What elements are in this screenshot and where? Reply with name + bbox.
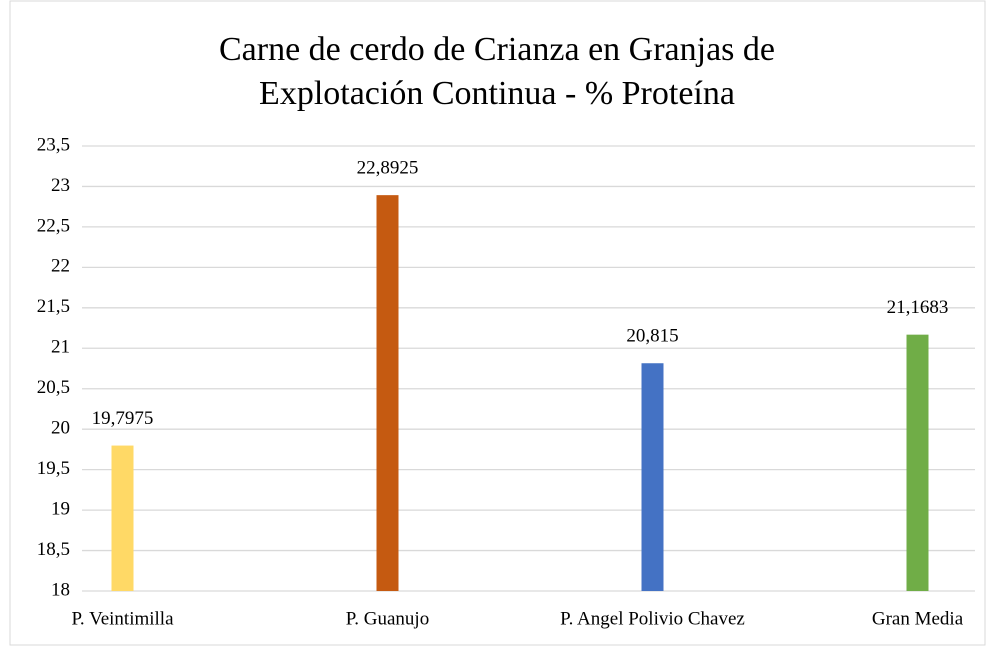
x-tick-label: Gran Media [872,608,964,629]
y-tick-label: 22 [51,256,70,277]
y-tick-label: 20,5 [37,377,70,398]
x-tick-label: P. Angel Polivio Chavez [560,608,745,629]
y-tick-label: 18,5 [37,539,70,560]
data-label: 19,7975 [92,408,154,429]
y-tick-label: 23,5 [37,134,70,155]
data-label: 22,8925 [357,158,419,179]
bar [376,195,399,591]
y-tick-label: 23 [51,175,70,196]
y-tick-label: 21,5 [37,296,70,317]
bar [641,363,664,591]
y-tick-label: 22,5 [37,215,70,236]
data-label: 21,1683 [887,297,949,318]
chart-border [9,0,986,646]
y-tick-label: 19 [51,498,70,519]
y-tick-label: 21 [51,337,70,358]
y-tick-label: 19,5 [37,458,70,479]
x-tick-label: P. Guanujo [346,608,429,629]
bar [906,334,929,591]
chart-title: Carne de cerdo de Crianza en Granjas de … [218,31,775,112]
y-tick-label: 18 [51,579,70,600]
data-label: 20,815 [626,326,678,347]
y-tick-label: 20 [51,418,70,439]
bar [111,445,134,591]
x-tick-label: P. Veintimilla [71,608,174,629]
